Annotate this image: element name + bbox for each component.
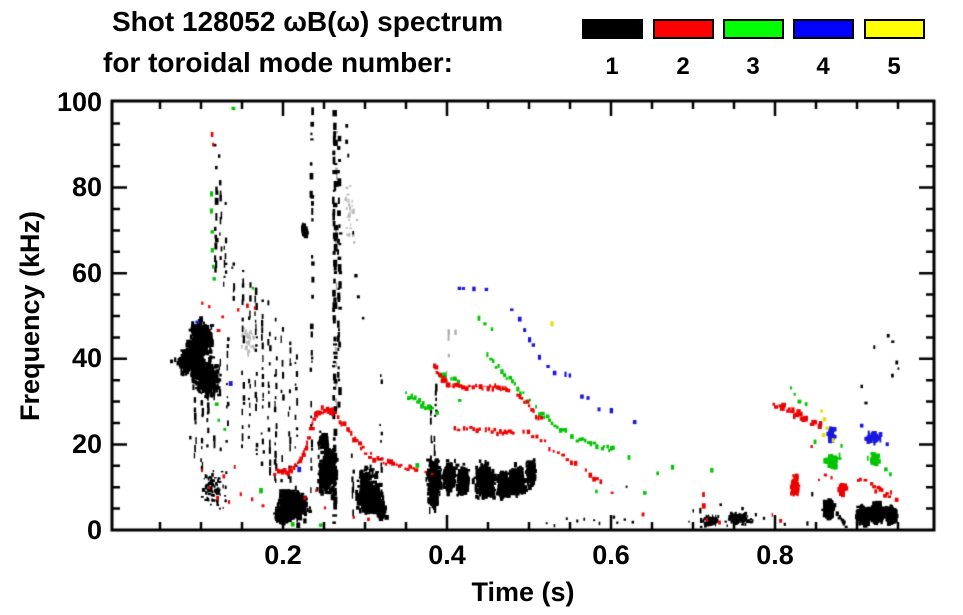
y-tick-label-20: 20 (71, 429, 102, 459)
legend-label-mode-5: 5 (887, 53, 901, 80)
legend-label-mode-2: 2 (676, 53, 690, 80)
x-tick-label-0.6: 0.6 (592, 540, 630, 570)
chart-title-line1: Shot 128052 ωB(ω) spectrum (112, 6, 504, 37)
y-tick-label-100: 100 (56, 87, 102, 117)
y-axis-label: Frequency (kHz) (15, 210, 45, 422)
legend-swatch-mode-4 (793, 19, 854, 39)
x-tick-label-0.4: 0.4 (428, 540, 466, 570)
legend-label-mode-3: 3 (746, 53, 760, 80)
y-tick-label-0: 0 (86, 515, 102, 545)
x-tick-label-0.2: 0.2 (264, 540, 302, 570)
legend-label-mode-4: 4 (816, 53, 830, 80)
legend-swatch-mode-3 (723, 19, 784, 39)
legend-swatch-mode-1 (582, 19, 643, 39)
y-tick-label-60: 60 (71, 258, 102, 288)
chart-title-line2: for toroidal mode number: (103, 47, 453, 78)
legend-label-mode-1: 1 (605, 53, 619, 80)
y-tick-label-40: 40 (71, 343, 102, 373)
legend-swatch-mode-5 (864, 19, 925, 39)
x-tick-label-0.8: 0.8 (756, 540, 794, 570)
y-tick-label-80: 80 (71, 172, 102, 202)
x-axis-label: Time (s) (471, 577, 575, 607)
legend-swatch-mode-2 (653, 19, 714, 39)
